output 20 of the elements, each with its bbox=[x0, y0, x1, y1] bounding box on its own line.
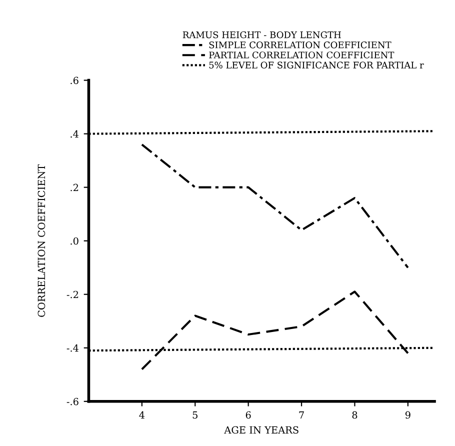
legend-label: 5% LEVEL OF SIGNIFICANCE FOR PARTIAL r bbox=[209, 62, 424, 68]
x-tick-label: 8 bbox=[352, 411, 358, 419]
x-tick-label: 4 bbox=[139, 411, 145, 419]
legend-label: PARTIAL CORRELATION COEFFICIENT bbox=[209, 52, 394, 58]
y-tick-label: -.6 bbox=[66, 398, 78, 406]
x-tick-label: 7 bbox=[299, 411, 304, 419]
x-tick-label: 5 bbox=[192, 411, 198, 419]
x-tick-label: 9 bbox=[405, 411, 410, 419]
y-axis-title: CORRELATION COEFFICIENT bbox=[38, 164, 46, 317]
y-tick-label: .4 bbox=[70, 130, 79, 138]
y-tick-label: .2 bbox=[70, 184, 78, 192]
y-tick-label: .0 bbox=[70, 237, 78, 245]
line-series bbox=[140, 143, 409, 269]
x-tick-label: 6 bbox=[246, 411, 251, 419]
x-axis-title: AGE IN YEARS bbox=[224, 426, 298, 434]
y-tick-label: -.2 bbox=[66, 290, 78, 298]
y-tick-label: -.4 bbox=[66, 344, 79, 352]
legend-label: SIMPLE CORRELATION COEFFICIENT bbox=[209, 41, 392, 48]
y-tick-label: .6 bbox=[70, 76, 78, 84]
legend-title: RAMUS HEIGHT - BODY LENGTH bbox=[182, 31, 341, 38]
